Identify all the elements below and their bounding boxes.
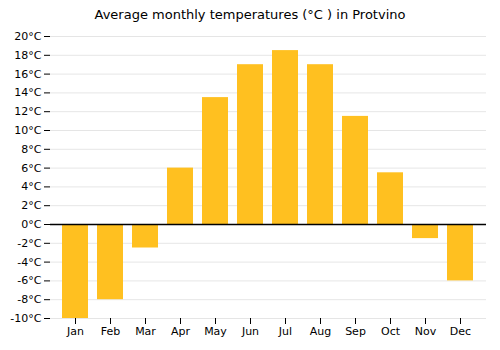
html-text:Average monthly temperatures (: Average monthly temperatures (°C ) in Pr… [94,7,406,22]
svg-text:-8°C: -8°C [17,293,41,306]
svg-text:2°C: 2°C [21,199,41,212]
svg-text:10°C: 10°C [14,124,41,137]
svg-text:18°C: 18°C [14,49,41,62]
svg-text:-6°C: -6°C [17,274,41,287]
svg-text:4°C: 4°C [21,180,41,193]
svg-text:8°C: 8°C [21,143,41,156]
svg-text:14°C: 14°C [14,86,41,99]
svg-text:Dec: Dec [450,325,471,338]
svg-text:Oct: Oct [381,325,401,338]
svg-text:May: May [204,325,227,338]
svg-text:-2°C: -2°C [17,237,41,250]
svg-text:6°C: 6°C [21,162,41,175]
svg-text:Aug: Aug [310,325,331,338]
svg-text:16°C: 16°C [14,68,41,81]
svg-text:Apr: Apr [171,325,191,338]
svg-text:12°C: 12°C [14,105,41,118]
svg-text:0°C: 0°C [21,218,41,231]
svg-text:-4°C: -4°C [17,256,41,269]
svg-text:Feb: Feb [101,325,120,338]
svg-text:Jun: Jun [241,325,259,338]
svg-text:20°C: 20°C [14,30,41,43]
svg-text:Mar: Mar [135,325,156,338]
svg-text:Nov: Nov [415,325,437,338]
svg-text:-10°C: -10°C [10,312,41,325]
svg-text:Jan: Jan [66,325,84,338]
svg-text:Sep: Sep [345,325,366,338]
svg-text:Jul: Jul [278,325,292,338]
